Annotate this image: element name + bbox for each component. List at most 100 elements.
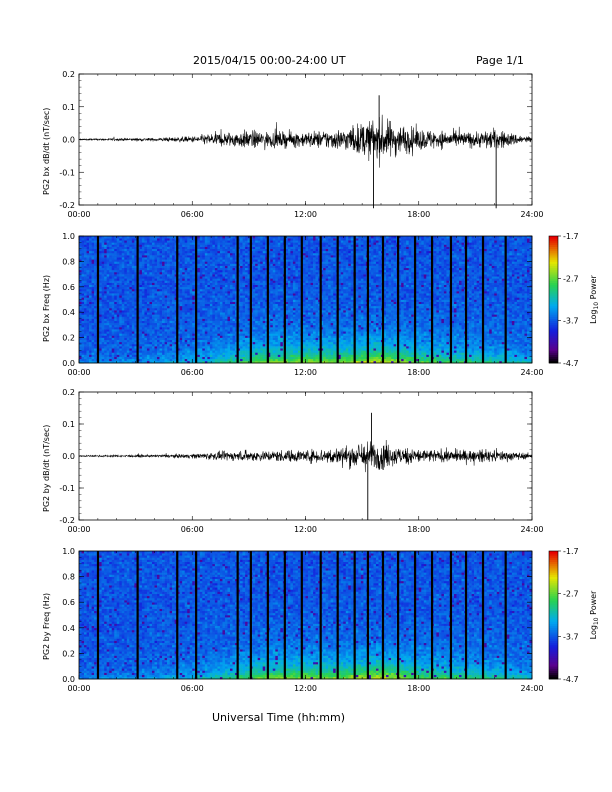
spectrogram-cell (155, 266, 158, 268)
spectrogram-cell (149, 300, 152, 302)
spectrogram-cell (124, 278, 127, 280)
spectrogram-cell (192, 300, 195, 302)
spectrogram-cell (155, 329, 158, 331)
spectrogram-cell (92, 244, 95, 246)
spectrogram-cell (89, 306, 92, 308)
spectrogram-cell (165, 276, 168, 278)
spectrogram-cell (92, 257, 95, 259)
spectrogram-cell (152, 300, 155, 302)
spectrogram-cell (170, 346, 173, 348)
spectrogram-cell (160, 335, 163, 337)
spectrogram-cell (104, 352, 107, 354)
spectrogram-cell (94, 352, 97, 354)
spectrogram-cell (99, 253, 102, 255)
spectrogram-cell (104, 331, 107, 333)
spectrogram-cell (190, 310, 193, 312)
spectrogram-cell (107, 327, 110, 329)
spectrogram-cell (92, 321, 95, 323)
spectrogram-cell (84, 346, 87, 348)
spectrogram-cell (84, 278, 87, 280)
spectrogram-cell (127, 283, 130, 285)
spectrogram-cell (124, 319, 127, 321)
spectrogram-cell (122, 352, 125, 354)
spectrogram-cell (94, 302, 97, 304)
spectrogram-cell (109, 280, 112, 282)
spectrogram-cell (197, 295, 200, 297)
spectrogram-cell (187, 259, 190, 261)
spectrogram-cell (112, 264, 115, 266)
spectrogram-cell (82, 333, 85, 335)
spectrogram-cell (155, 348, 158, 350)
spectrogram-cell (172, 355, 175, 357)
spectrogram-cell (197, 350, 200, 352)
spectrogram-cell (160, 321, 163, 323)
spectrogram-cell (182, 316, 185, 318)
spectrogram-cell (89, 304, 92, 306)
spectrogram-cell (185, 261, 188, 263)
spectrogram-cell (94, 312, 97, 314)
spectrogram-cell (112, 357, 115, 359)
spectrogram-cell (109, 312, 112, 314)
spectrogram-cell (144, 285, 147, 287)
spectrogram-cell (112, 283, 115, 285)
spectrogram-cell (124, 293, 127, 295)
spectrogram-cell (94, 323, 97, 325)
spectrogram-cell (144, 295, 147, 297)
spectrogram-cell (182, 350, 185, 352)
spectrogram-cell (124, 342, 127, 344)
spectrogram-cell (114, 242, 117, 244)
spectrogram-cell (127, 278, 130, 280)
spectrogram-cell (139, 359, 142, 361)
spectrogram-cell (79, 264, 82, 266)
spectrogram-cell (167, 314, 170, 316)
spectrogram-cell (155, 340, 158, 342)
spectrogram-cell (200, 346, 203, 348)
spectrogram-cell (82, 274, 85, 276)
spectrogram-cell (152, 319, 155, 321)
spectrogram-cell (152, 238, 155, 240)
spectrogram-cell (182, 321, 185, 323)
spectrogram-cell (104, 335, 107, 337)
spectrogram-cell (132, 289, 135, 291)
spectrogram-cell (149, 329, 152, 331)
spectrogram-cell (149, 268, 152, 270)
spectrogram-cell (149, 289, 152, 291)
spectrogram-cell (142, 297, 145, 299)
spectrogram-cell (147, 247, 150, 249)
spectrogram-cell (190, 278, 193, 280)
spectrogram-cell (152, 302, 155, 304)
spectrogram-cell (104, 325, 107, 327)
spectrogram-cell (89, 316, 92, 318)
spectrogram-cell (109, 238, 112, 240)
spectrogram-cell (172, 251, 175, 253)
spectrogram-cell (170, 293, 173, 295)
spectrogram-cell (167, 287, 170, 289)
spectrogram-cell (197, 302, 200, 304)
spectrogram-cell (144, 352, 147, 354)
spectrogram-cell (109, 316, 112, 318)
spectrogram-cell (139, 276, 142, 278)
spectrogram-cell (84, 280, 87, 282)
spectrogram-cell (155, 280, 158, 282)
spectrogram-cell (132, 352, 135, 354)
spectrogram-cell (172, 357, 175, 359)
spectrogram-cell (84, 312, 87, 314)
spectrogram-cell (162, 323, 165, 325)
spectrogram-cell (107, 331, 110, 333)
spectrogram-cell (119, 238, 122, 240)
spectrogram-cell (139, 297, 142, 299)
spectrogram-cell (132, 335, 135, 337)
spectrogram-cell (170, 306, 173, 308)
spectrogram-cell (185, 295, 188, 297)
spectrogram-cell (119, 272, 122, 274)
spectrogram-cell (114, 340, 117, 342)
spectrogram-cell (122, 249, 125, 251)
spectrogram-cell (157, 257, 160, 259)
spectrogram-cell (139, 350, 142, 352)
spectrogram-cell (84, 335, 87, 337)
spectrogram-cell (92, 348, 95, 350)
spectrogram-cell (107, 272, 110, 274)
spectrogram-cell (127, 308, 130, 310)
spectrogram-cell (94, 268, 97, 270)
spectrogram-cell (139, 285, 142, 287)
